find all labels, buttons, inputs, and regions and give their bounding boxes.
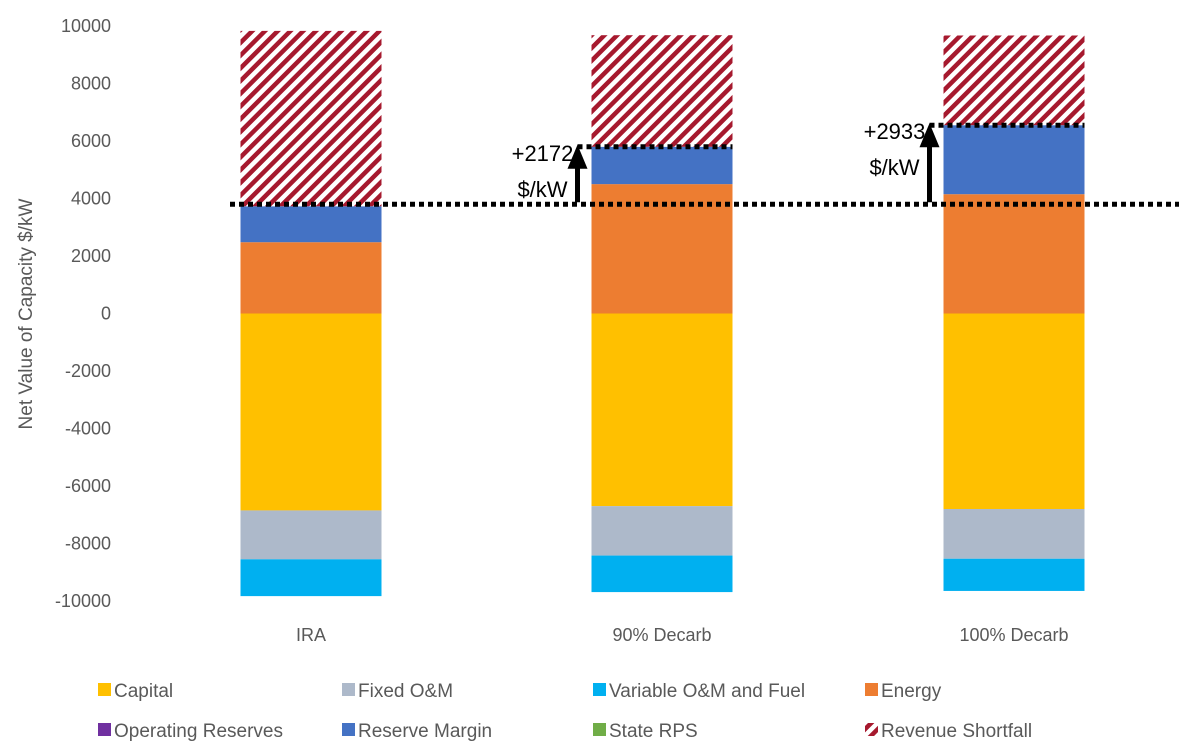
legend: Capital Fixed O&M Variable O&M and Fuel Ene… — [98, 681, 1032, 742]
bar-segment-variable-o-m-and-fuel — [943, 558, 1085, 591]
y-tick-label: -4000 — [65, 419, 111, 439]
legend-label-energy: Energy — [881, 681, 942, 702]
y-axis-ticks: 10000 8000 6000 4000 2000 0 -2000 -4000 -6000 -80… — [55, 16, 111, 611]
legend-label-variable-o-m-and-fuel: Variable O&M and Fuel — [609, 681, 805, 702]
legend-swatch-variable-o-m-and-fuel — [593, 683, 606, 696]
bar-segment-fixed-o-m — [240, 510, 382, 560]
bar-segment-capital — [591, 313, 733, 507]
y-tick-label: -6000 — [65, 476, 111, 496]
bar-segment-revenue-shortfall — [943, 35, 1085, 126]
y-tick-label: 6000 — [71, 131, 111, 151]
legend-swatch-capital — [98, 683, 111, 696]
y-axis-label: Net Value of Capacity $/kW — [16, 198, 37, 429]
bar-segment-capital — [943, 313, 1085, 509]
x-tick-label: 90% Decarb — [612, 625, 711, 645]
y-tick-label: -8000 — [65, 534, 111, 554]
increase-value-label: +2172 — [512, 141, 574, 166]
legend-label-capital: Capital — [114, 681, 173, 702]
bar-segment-revenue-shortfall — [591, 35, 733, 147]
legend-swatch-energy — [865, 683, 878, 696]
bar-segment-revenue-shortfall — [240, 30, 382, 207]
bar-segment-capital — [240, 313, 382, 511]
legend-label-operating-reserves: Operating Reserves — [114, 721, 283, 742]
legend-swatch-fixed-o-m — [342, 683, 355, 696]
x-tick-label: 100% Decarb — [959, 625, 1068, 645]
y-tick-label: 0 — [101, 304, 111, 324]
up-arrow-icon — [567, 144, 588, 169]
bar-segment-reserve-margin — [591, 146, 733, 185]
increase-unit-label: $/kW — [517, 177, 567, 202]
legend-label-fixed-o-m: Fixed O&M — [358, 681, 453, 702]
legend-swatch-state-rps — [593, 723, 606, 736]
legend-label-state-rps: State RPS — [609, 721, 698, 742]
annotations: +2172 $/kW +2933 $/kW — [512, 119, 1085, 203]
y-tick-label: -10000 — [55, 591, 111, 611]
y-tick-label: 10000 — [61, 16, 111, 36]
legend-swatch-operating-reserves — [98, 723, 111, 736]
up-arrow-icon — [919, 123, 940, 148]
y-tick-label: 8000 — [71, 74, 111, 94]
y-tick-label: -2000 — [65, 361, 111, 381]
legend-swatch-reserve-margin — [342, 723, 355, 736]
bar-segment-reserve-margin — [943, 125, 1085, 195]
bar-segment-fixed-o-m — [591, 506, 733, 556]
bar-segment-variable-o-m-and-fuel — [591, 555, 733, 593]
bar-segment-reserve-margin — [240, 206, 382, 243]
y-tick-label: 2000 — [71, 246, 111, 266]
bar-segment-variable-o-m-and-fuel — [240, 559, 382, 597]
bar-segment-fixed-o-m — [943, 509, 1085, 559]
x-axis-ticks: IRA 90% Decarb 100% Decarb — [296, 625, 1069, 645]
bar-segment-energy — [943, 194, 1085, 314]
bar-segment-energy — [240, 242, 382, 314]
legend-label-revenue-shortfall: Revenue Shortfall — [881, 721, 1032, 742]
increase-unit-label: $/kW — [869, 155, 919, 180]
bars — [240, 30, 1085, 597]
legend-swatch-revenue-shortfall — [865, 723, 878, 736]
increase-value-label: +2933 — [864, 119, 926, 144]
x-tick-label: IRA — [296, 625, 326, 645]
legend-label-reserve-margin: Reserve Margin — [358, 721, 492, 742]
y-tick-label: 4000 — [71, 189, 111, 209]
